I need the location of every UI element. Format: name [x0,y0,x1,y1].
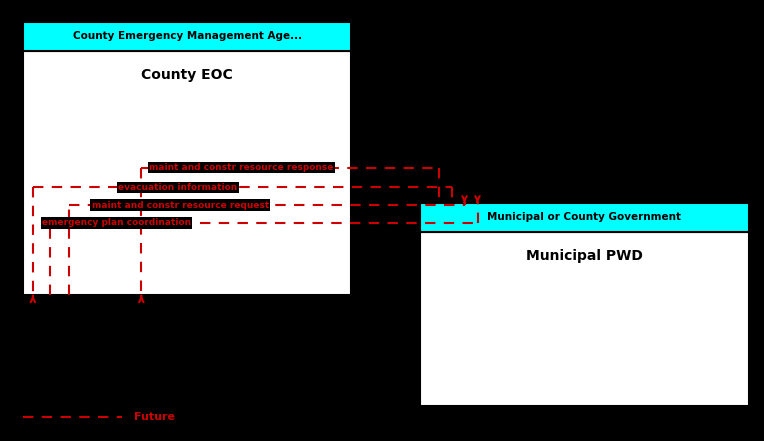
Text: evacuation information: evacuation information [118,183,238,192]
Text: Municipal PWD: Municipal PWD [526,249,643,263]
Text: emergency plan coordination: emergency plan coordination [42,218,191,227]
Bar [420,232,749,406]
Text: maint and constr resource request: maint and constr resource request [92,201,269,209]
Text: Future: Future [134,412,175,422]
Text: Municipal or County Government: Municipal or County Government [487,212,681,222]
Bar [23,22,351,51]
Text: County Emergency Management Age...: County Emergency Management Age... [73,31,302,41]
Text: maint and constr resource response: maint and constr resource response [149,163,333,172]
Bar [420,203,749,232]
Text: County EOC: County EOC [141,68,233,82]
Bar [23,51,351,295]
